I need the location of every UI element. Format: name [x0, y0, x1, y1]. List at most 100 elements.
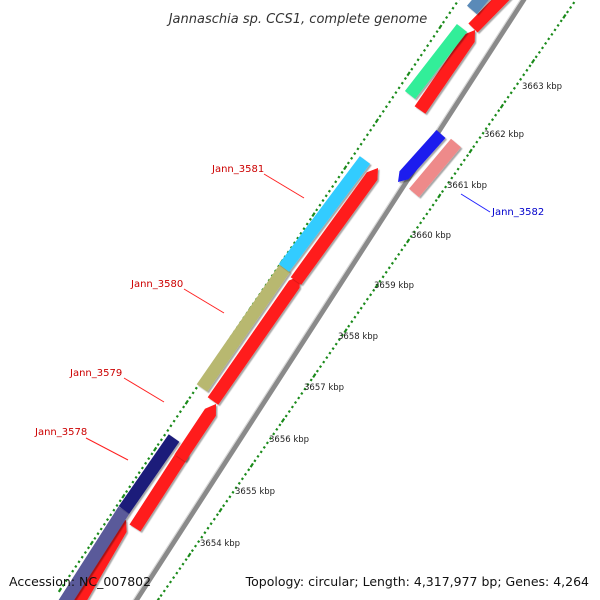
outer-tick-track-dot [302, 227, 306, 231]
outer-tick-track-dot [441, 20, 446, 24]
inner-tick-track-dot [365, 297, 369, 301]
gene-bar-jann-3581[interactable] [278, 156, 371, 272]
cds-arrow-6[interactable] [414, 30, 475, 114]
inner-tick-track-dot [262, 445, 266, 449]
outer-tick-track-dot [378, 114, 382, 118]
inner-tick-track-dot [465, 154, 470, 158]
inner-tick-track-dot [478, 136, 482, 140]
inner-tick-track-dot [459, 163, 463, 167]
inner-tick-track-dot [168, 580, 173, 584]
inner-tick-track-dot [400, 248, 404, 252]
outer-tick-track-dot [308, 217, 312, 221]
outer-tick-track-dot [359, 142, 363, 146]
outer-tick-track-dot [454, 1, 458, 6]
inner-tick-track-dot [394, 257, 398, 261]
outer-tick-track-dot [182, 405, 186, 409]
cds-arrow-7[interactable] [468, 0, 520, 33]
gene-bar-steel[interactable] [467, 0, 497, 15]
outer-tick-track-dot [184, 399, 189, 405]
outer-tick-track-dot [71, 569, 75, 573]
inner-tick-track-dot [462, 158, 466, 162]
outer-tick-track-dot [448, 11, 452, 15]
leader-line-jann-3581 [263, 173, 305, 199]
inner-tick-track-dot [537, 50, 541, 54]
outer-tick-track-dot [374, 118, 380, 124]
inner-tick-track-dot [315, 369, 319, 373]
outer-tick-track-dot [175, 414, 179, 418]
tick-label-3657: 3657 kbp [304, 383, 344, 393]
outer-tick-track-dot [99, 527, 103, 531]
leader-line-jann-3578 [85, 437, 129, 461]
outer-tick-track-dot [406, 71, 411, 77]
outer-tick-track-dot [61, 583, 65, 587]
tick-label-3659: 3659 kbp [374, 281, 414, 291]
outer-tick-track-dot [150, 452, 154, 456]
inner-tick-track-dot [450, 176, 454, 180]
outer-tick-track-dot [166, 428, 170, 433]
tick-label-3663: 3663 kbp [522, 82, 562, 92]
inner-tick-track-dot [231, 490, 235, 494]
gene-bar-jann-3580[interactable] [196, 264, 291, 392]
inner-tick-track-dot [412, 230, 416, 234]
inner-tick-track-dot [306, 382, 310, 387]
outer-tick-track-dot [394, 91, 398, 95]
gene-label-jann-3579[interactable]: Jann_3579 [69, 368, 122, 379]
inner-tick-track-dot [397, 252, 401, 256]
cds-arrow-5[interactable] [290, 168, 378, 285]
inner-tick-track-dot [225, 499, 229, 503]
inner-tick-track-dot [562, 13, 567, 19]
inner-tick-track-dot [544, 41, 548, 45]
leader-line-jann-3579 [123, 377, 165, 403]
gene-bar-jann-3578[interactable] [118, 434, 180, 514]
inner-tick-track-dot [178, 567, 182, 571]
inner-tick-track-dot [434, 198, 438, 203]
outer-tick-track-dot [391, 95, 395, 99]
outer-tick-track-dot [416, 58, 420, 62]
outer-tick-track-dot [451, 6, 455, 10]
cds-arrow-2[interactable] [129, 446, 189, 532]
inner-tick-track-dot [218, 507, 223, 513]
outer-tick-track-dot [140, 466, 144, 470]
inner-tick-track-dot [287, 409, 291, 414]
gene-bar-green[interactable] [404, 24, 468, 99]
outer-tick-track-dot [93, 536, 97, 540]
gene-arrow-blue[interactable] [398, 130, 446, 182]
inner-tick-track-dot [390, 261, 394, 265]
inner-tick-track-dot [309, 378, 313, 382]
outer-tick-track-dot [356, 147, 360, 151]
outer-tick-track-dot [131, 480, 135, 484]
inner-tick-track-dot [550, 32, 554, 36]
gene-label-jann-3578[interactable]: Jann_3578 [34, 427, 87, 438]
inner-tick-track-dot [259, 450, 263, 454]
cds-arrow-3[interactable] [174, 404, 216, 462]
gene-bar-slate[interactable] [55, 506, 130, 600]
inner-tick-track-dot [322, 360, 326, 364]
outer-tick-track-dot [109, 513, 113, 517]
inner-tick-track-dot [362, 302, 366, 306]
gene-label-jann-3580[interactable]: Jann_3580 [130, 279, 183, 290]
gene-bar-jann-3582[interactable] [409, 138, 461, 198]
gene-label-jann-3582[interactable]: Jann_3582 [491, 207, 544, 218]
inner-tick-track-dot [215, 513, 219, 517]
outer-tick-track-dot [438, 24, 443, 30]
inner-tick-track-dot [222, 504, 226, 508]
inner-tick-track-dot [184, 558, 188, 562]
inner-tick-track-dot [303, 387, 307, 391]
outer-tick-track-dot [137, 471, 141, 475]
cds-arrow-4[interactable] [207, 276, 300, 405]
accession-text: Accession: NC_007802 [9, 574, 151, 589]
inner-tick-track-dot [405, 238, 411, 244]
gene-label-jann-3581[interactable]: Jann_3581 [211, 164, 264, 175]
outer-tick-track-dot [115, 503, 119, 508]
inner-tick-track-dot [494, 113, 498, 117]
outer-tick-track-dot [362, 137, 366, 142]
inner-tick-track-dot [499, 103, 505, 109]
inner-tick-track-dot [497, 109, 501, 113]
outer-tick-track-dot [410, 67, 414, 71]
inner-tick-track-dot [265, 441, 269, 445]
outer-tick-track-dot [422, 48, 427, 52]
outer-tick-track-dot [105, 518, 110, 522]
inner-tick-track-dot [165, 584, 169, 589]
tick-label-3654: 3654 kbp [200, 539, 240, 549]
